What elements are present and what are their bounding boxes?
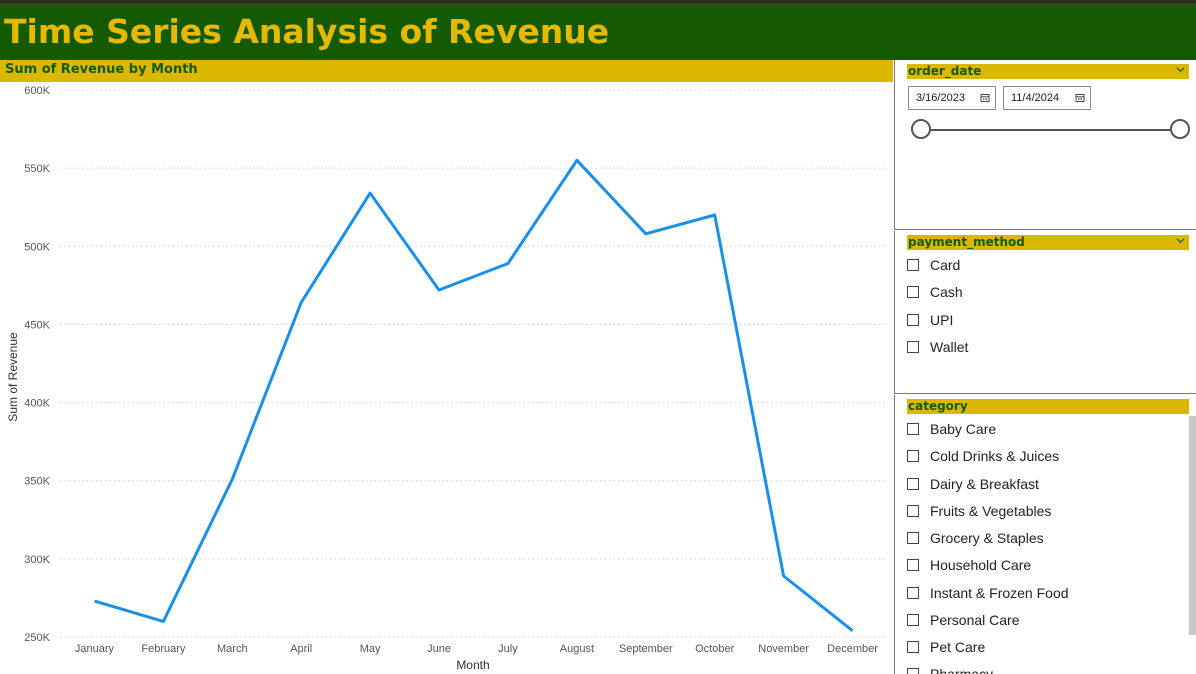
data-point[interactable] xyxy=(780,572,788,580)
start-date-value: 3/16/2023 xyxy=(916,92,965,104)
checkbox[interactable] xyxy=(907,259,919,271)
payment-option-label: UPI xyxy=(930,312,954,328)
x-tick-label: November xyxy=(758,643,809,655)
data-point[interactable] xyxy=(504,259,512,267)
category-option-label: Cold Drinks & Juices xyxy=(930,448,1060,464)
y-axis-label: Sum of Revenue xyxy=(6,332,20,422)
checkbox[interactable] xyxy=(907,314,919,326)
payment-option-label: Cash xyxy=(930,284,963,300)
category-option-label: Personal Care xyxy=(930,612,1020,628)
y-tick-label: 400K xyxy=(24,398,50,410)
x-tick-label: February xyxy=(141,643,186,655)
report-header: Time Series Analysis of Revenue xyxy=(0,0,1196,60)
data-point[interactable] xyxy=(849,627,857,635)
data-point[interactable] xyxy=(366,189,374,197)
category-slicer-title: category xyxy=(908,399,968,413)
order-date-slicer-header: order_date xyxy=(907,64,1189,79)
checkbox[interactable] xyxy=(907,286,919,298)
checkbox[interactable] xyxy=(907,614,919,626)
revenue-series-line[interactable] xyxy=(94,158,854,632)
y-tick-label: 350K xyxy=(24,476,50,488)
chevron-down-icon[interactable] xyxy=(1176,236,1185,245)
payment-method-slicer-header: payment_method xyxy=(907,235,1189,250)
payment-option-label: Wallet xyxy=(930,339,969,355)
payment-method-slicer-title: payment_method xyxy=(908,235,1025,249)
y-tick-label: 500K xyxy=(24,241,50,253)
data-point[interactable] xyxy=(573,156,581,164)
x-tick-label: September xyxy=(619,643,673,655)
x-tick-label: August xyxy=(560,643,594,655)
category-option-label: Pet Care xyxy=(930,639,986,655)
start-date-input[interactable]: 3/16/2023 xyxy=(908,86,996,110)
x-tick-label: March xyxy=(217,643,248,655)
chart-title: Sum of Revenue by Month xyxy=(5,62,198,77)
order-date-slicer-title: order_date xyxy=(908,64,982,78)
chevron-down-icon[interactable] xyxy=(1176,65,1185,74)
checkbox[interactable] xyxy=(907,423,919,435)
payment-option-label: Card xyxy=(930,257,961,273)
category-option-label: Grocery & Staples xyxy=(930,530,1044,546)
date-range-end-handle[interactable] xyxy=(1170,119,1190,139)
data-point[interactable] xyxy=(642,230,650,238)
order-date-slicer: order_date 3/16/2023 11/4/2024 xyxy=(894,60,1196,230)
y-tick-label: 550K xyxy=(24,163,50,175)
y-tick-label: 450K xyxy=(24,319,50,331)
checkbox[interactable] xyxy=(907,505,919,517)
y-tick-label: 300K xyxy=(24,554,50,566)
x-tick-label: December xyxy=(827,643,878,655)
x-tick-label: April xyxy=(290,643,312,655)
data-point[interactable] xyxy=(435,286,443,294)
data-point[interactable] xyxy=(711,211,719,219)
category-slicer-header: category xyxy=(907,399,1189,414)
x-axis-label: Month xyxy=(456,658,489,672)
checkbox[interactable] xyxy=(907,450,919,462)
end-date-input[interactable]: 11/4/2024 xyxy=(1003,86,1091,110)
payment-method-slicer: payment_method Card Cash UPI Wallet xyxy=(894,231,1196,394)
page-title: Time Series Analysis of Revenue xyxy=(4,12,610,51)
checkbox[interactable] xyxy=(907,641,919,653)
calendar-icon[interactable] xyxy=(980,93,990,103)
y-tick-label: 250K xyxy=(24,632,50,644)
category-scrollbar[interactable] xyxy=(1189,416,1196,635)
revenue-line-chart[interactable]: 250K 300K 350K 400K 450K 500K 550K 600K January… xyxy=(0,82,893,674)
end-date-value: 11/4/2024 xyxy=(1011,92,1060,104)
chart-title-bar: Sum of Revenue by Month xyxy=(0,60,893,82)
category-option-label: Dairy & Breakfast xyxy=(930,476,1039,492)
checkbox[interactable] xyxy=(907,587,919,599)
x-tick-label: October xyxy=(695,643,734,655)
data-point[interactable] xyxy=(90,597,98,605)
category-slicer: category Baby Care Cold Drinks & Juices … xyxy=(894,395,1196,674)
x-tick-label: May xyxy=(360,643,381,655)
data-point[interactable] xyxy=(159,617,167,625)
data-point[interactable] xyxy=(297,299,305,307)
category-option-label: Baby Care xyxy=(930,421,997,437)
x-tick-label: July xyxy=(498,643,518,655)
calendar-icon[interactable] xyxy=(1075,93,1085,103)
checkbox[interactable] xyxy=(907,341,919,353)
data-point[interactable] xyxy=(228,475,236,483)
checkbox[interactable] xyxy=(907,668,919,674)
category-option-label: Household Care xyxy=(930,557,1032,573)
category-option-label: Pharmacy xyxy=(930,666,994,674)
category-option-label: Instant & Frozen Food xyxy=(930,585,1069,601)
y-tick-label: 600K xyxy=(24,85,50,97)
checkbox[interactable] xyxy=(907,559,919,571)
category-option-label: Fruits & Vegetables xyxy=(930,503,1052,519)
checkbox[interactable] xyxy=(907,532,919,544)
checkbox[interactable] xyxy=(907,478,919,490)
date-range-start-handle[interactable] xyxy=(911,119,931,139)
x-tick-label: June xyxy=(427,643,451,655)
date-range-track[interactable] xyxy=(922,129,1181,131)
x-tick-label: January xyxy=(75,643,115,655)
